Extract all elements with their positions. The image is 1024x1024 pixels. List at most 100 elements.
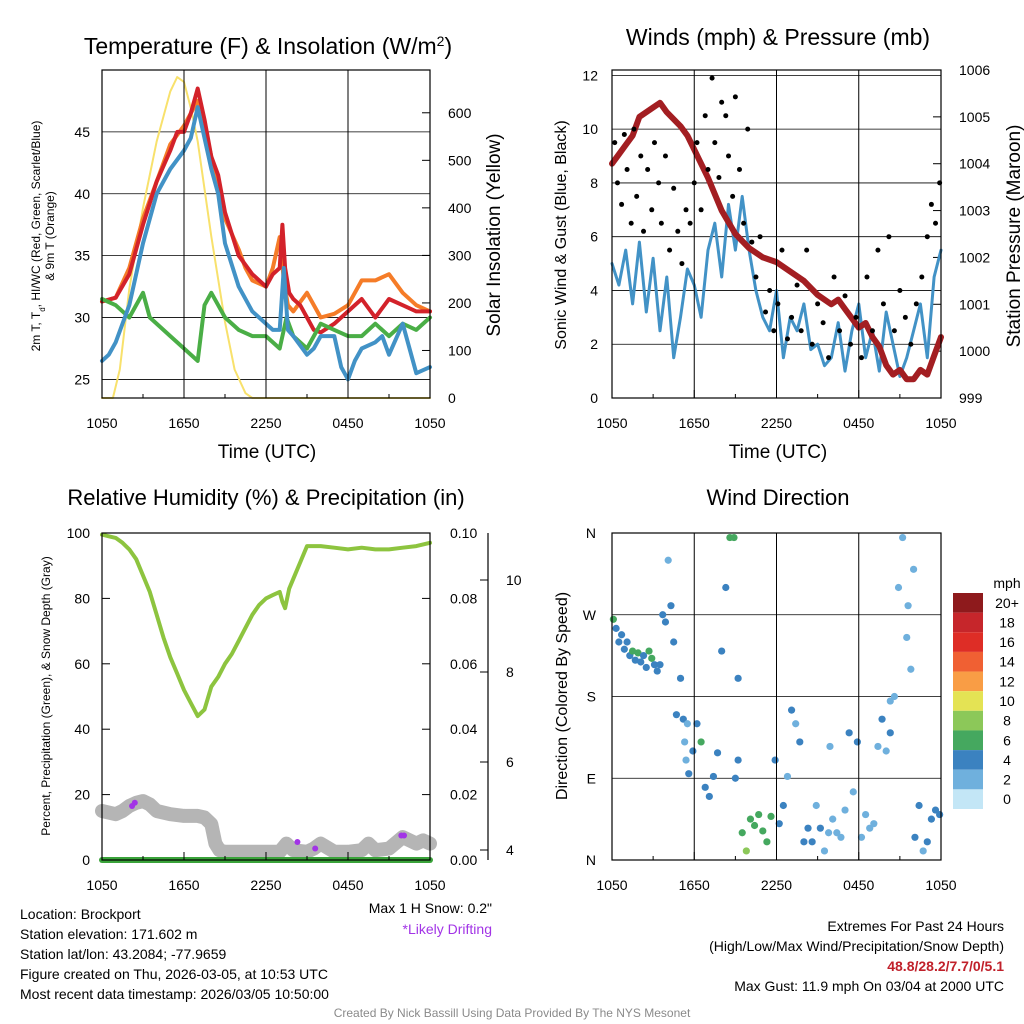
direction-point xyxy=(730,533,738,542)
direction-point xyxy=(705,792,713,801)
wind-direction-ylabel: Direction (Colored By Speed) xyxy=(554,592,571,800)
y-tick-label: 80 xyxy=(74,590,90,606)
gust-point xyxy=(614,180,620,186)
gust-point xyxy=(767,287,773,293)
gust-point xyxy=(757,234,763,240)
direction-point xyxy=(915,801,923,810)
gust-point xyxy=(886,234,892,240)
direction-point xyxy=(904,602,912,610)
x-tick-label: 1650 xyxy=(679,877,710,893)
colorbar-label: 14 xyxy=(999,654,1015,670)
gust-point xyxy=(933,220,939,226)
x-tick-label: 1050 xyxy=(414,877,445,893)
direction-point xyxy=(882,747,890,755)
colorbar-swatch xyxy=(953,593,983,613)
colorbar-swatch xyxy=(953,691,983,711)
gust-point xyxy=(656,180,662,186)
gust-point xyxy=(779,247,785,253)
station-info: Location: Brockport Station elevation: 1… xyxy=(20,904,329,1004)
colorbar-label: 6 xyxy=(1003,732,1011,748)
temperature-panel: Temperature (F) & Insolation (W/m2) Time… xyxy=(29,33,505,463)
y-tick-label: 35 xyxy=(74,248,90,264)
x-tick-label: 1050 xyxy=(925,877,956,893)
direction-point xyxy=(796,738,804,746)
x-tick-label: 1050 xyxy=(925,415,956,431)
direction-point xyxy=(874,742,882,751)
direction-point xyxy=(681,738,689,746)
rh-panel: Relative Humidity (%) & Precipitation (i… xyxy=(39,485,522,893)
x-tick-label: 1050 xyxy=(596,415,627,431)
gust-point xyxy=(913,301,919,307)
y-tick-label: N xyxy=(586,852,596,868)
x-tick-label: 1050 xyxy=(414,415,445,431)
gust-point xyxy=(662,153,668,159)
direction-point xyxy=(670,638,678,646)
gust-point xyxy=(628,220,634,226)
colorbar-swatch xyxy=(953,632,983,652)
gust-point xyxy=(723,113,729,119)
direction-point xyxy=(878,715,886,723)
direction-point xyxy=(709,772,718,781)
direction-point xyxy=(631,656,639,664)
latest-timestamp: Most recent data timestamp: 2026/03/05 1… xyxy=(20,986,329,1002)
direction-point xyxy=(738,829,746,837)
direction-point xyxy=(870,820,878,828)
colorbar-label: 4 xyxy=(1003,752,1011,768)
direction-point xyxy=(804,824,812,832)
y-tick-label: 4 xyxy=(590,282,598,298)
gust-point xyxy=(924,234,930,240)
direction-point xyxy=(800,838,808,846)
temperature-ylabel-left-line2: & 9m T (Orange) xyxy=(43,191,57,281)
direction-point xyxy=(713,749,722,757)
x-tick-label: 0450 xyxy=(332,877,363,893)
gust-point xyxy=(798,328,804,334)
gust-point xyxy=(726,153,732,159)
winds-ylabel-left: Sonic Wind & Gust (Blue, Black) xyxy=(553,120,570,349)
gust-point xyxy=(763,309,769,315)
gust-point xyxy=(875,247,881,253)
direction-point xyxy=(734,756,742,764)
y-right-tick-label: 0.02 xyxy=(450,787,477,803)
gust-point xyxy=(658,220,664,226)
x-tick-label: 1050 xyxy=(86,877,117,893)
y-tick-label: 8 xyxy=(590,175,598,191)
y-right-tick-label: 1004 xyxy=(959,156,990,172)
direction-point xyxy=(767,812,775,821)
colorbar-swatch xyxy=(953,730,983,751)
gust-point xyxy=(815,301,821,307)
gust-point xyxy=(638,153,644,159)
gust-point xyxy=(853,314,859,320)
direction-point xyxy=(909,565,918,573)
direction-point xyxy=(837,833,845,841)
gust-point xyxy=(694,140,700,146)
y-right-tick-label: 1006 xyxy=(959,62,990,78)
direction-point xyxy=(689,747,697,755)
direction-point xyxy=(615,638,623,646)
extremes-info: Extremes For Past 24 Hours (High/Low/Max… xyxy=(709,916,1004,996)
direction-point xyxy=(650,661,659,669)
direction-point xyxy=(620,645,628,653)
gust-point xyxy=(634,193,640,199)
plot-frame xyxy=(611,532,942,861)
direction-point xyxy=(936,810,944,819)
direction-point xyxy=(682,756,690,764)
y-tick-label: 6 xyxy=(590,229,598,245)
direction-point xyxy=(775,820,783,828)
colorbar-label: 20+ xyxy=(995,595,1019,611)
series-pressure xyxy=(609,99,944,383)
gust-point xyxy=(716,175,722,181)
gust-point xyxy=(624,166,630,172)
direction-point xyxy=(676,674,685,682)
direction-point xyxy=(808,838,816,846)
x-tick-label: 0450 xyxy=(843,415,874,431)
station-elevation: Station elevation: 171.602 m xyxy=(20,926,198,942)
series-hi-wc xyxy=(100,105,432,382)
gust-point xyxy=(837,328,843,334)
y-tick-label: 45 xyxy=(74,124,90,140)
direction-point xyxy=(693,720,701,728)
y-right-tick-label: 100 xyxy=(448,342,472,358)
y-right-tick-label: 0.00 xyxy=(450,852,477,868)
credit-line: Created By Nick Bassill Using Data Provi… xyxy=(333,1006,691,1020)
snow-tick-label: 6 xyxy=(506,754,514,770)
gust-point xyxy=(675,228,681,234)
